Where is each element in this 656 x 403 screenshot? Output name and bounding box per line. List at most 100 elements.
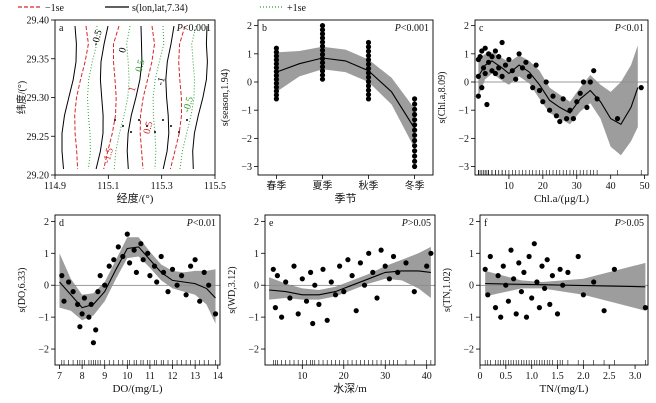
x-axis-label: DO/(mg/L) [112, 383, 162, 395]
data-point [341, 289, 347, 295]
plot-frame [479, 214, 649, 366]
data-point [499, 39, 505, 46]
contour-label: 0 [117, 47, 129, 55]
data-point [591, 279, 597, 285]
panel-c: −3 −2 −1 0 1 2 10 20 30 40 50 c P<0.01 Chl.a/(μg/L) s(… [437, 19, 650, 205]
data-point [479, 85, 485, 91]
p-value-label: P>0.05 [614, 218, 644, 229]
data-point [475, 73, 481, 79]
data-point [365, 87, 372, 93]
contour-line [126, 25, 143, 170]
data-point [66, 279, 72, 285]
data-point [169, 266, 176, 272]
sample-site [122, 125, 124, 127]
data-point [496, 65, 502, 71]
x-tick-label: 0.5 [500, 371, 513, 382]
x-tick-label: 14 [213, 371, 223, 382]
y-tick-label: −2 [248, 345, 259, 356]
data-point [366, 250, 372, 256]
data-point [319, 72, 326, 78]
data-point [549, 273, 556, 279]
data-point [319, 35, 326, 41]
x-axis-label: 水深/m [333, 382, 367, 395]
x-tick-label: 40 [606, 181, 616, 192]
data-point [97, 273, 103, 279]
p-value-label: P<0.01 [614, 23, 644, 34]
data-point [516, 260, 522, 266]
data-point [539, 263, 545, 269]
sample-site [178, 131, 180, 133]
sample-site [162, 119, 164, 121]
data-point [378, 247, 384, 253]
data-point [482, 70, 488, 77]
data-point [273, 84, 279, 90]
data-point [412, 132, 418, 138]
data-point [160, 269, 167, 275]
data-point [575, 253, 581, 260]
data-point [536, 87, 543, 94]
y-tick-label: −2 [38, 345, 49, 356]
data-point [183, 292, 189, 298]
x-tick-label: 2.5 [603, 371, 616, 382]
data-point [174, 282, 180, 288]
data-point [554, 311, 561, 317]
legend-label: +1se [287, 3, 307, 14]
y-tick-label: 29.35 [27, 54, 50, 65]
data-point [291, 263, 297, 269]
panel-letter: d [59, 218, 64, 229]
data-point [270, 266, 276, 272]
y-tick-label: 1 [469, 249, 474, 260]
data-point [365, 70, 372, 76]
data-point [390, 253, 397, 260]
data-point [79, 311, 85, 317]
data-point [412, 106, 418, 112]
y-axis-label: 纬度/(°) [15, 81, 28, 114]
data-point [505, 298, 511, 304]
data-point [526, 253, 532, 260]
sample-site [154, 131, 156, 133]
sample-site [130, 131, 132, 133]
data-point [273, 76, 279, 82]
data-point [283, 279, 289, 285]
data-point [357, 260, 363, 266]
data-point [574, 99, 580, 105]
data-point [361, 282, 368, 288]
data-point [553, 113, 560, 119]
x-tick-label: 秋季 [359, 179, 379, 192]
data-point [151, 263, 158, 269]
data-point [320, 266, 326, 272]
data-point [102, 282, 108, 288]
contour-label: 0.5 [142, 120, 156, 135]
panel-e: −2 −1 0 1 2 10 20 30 40 e P>0.05 水深/m s(WD,3.12) [227, 214, 436, 395]
data-point [111, 257, 117, 263]
contour-label: 1 [127, 85, 139, 93]
data-point [319, 60, 326, 66]
data-point [547, 301, 553, 307]
sample-site [170, 125, 172, 127]
data-point [319, 39, 326, 45]
data-point [188, 263, 194, 269]
y-tick-label: 2 [469, 217, 474, 228]
y-tick-label: −1 [458, 106, 469, 117]
data-point [312, 282, 318, 288]
y-tick-label: −1 [248, 313, 259, 324]
data-point [508, 247, 514, 253]
data-point [273, 88, 279, 94]
y-tick-label: 2 [44, 217, 49, 228]
data-point [565, 269, 571, 275]
data-point [638, 85, 644, 91]
data-point [564, 116, 570, 122]
data-point [192, 257, 198, 263]
data-point [272, 305, 278, 311]
data-point [412, 153, 418, 159]
y-tick-label: −2 [458, 134, 469, 145]
data-point [319, 47, 326, 53]
data-point [310, 320, 316, 327]
x-tick-label: 115.1 [97, 181, 119, 192]
data-point [518, 289, 525, 295]
data-point [140, 257, 146, 263]
data-point [584, 104, 590, 110]
panel-b: −3 −2 −1 0 1 2 春季 夏季 秋季 冬季 b P<0.001 季节 s(season,1.94… [220, 19, 434, 205]
contour-label: -1 [155, 76, 168, 87]
data-point [303, 298, 310, 304]
